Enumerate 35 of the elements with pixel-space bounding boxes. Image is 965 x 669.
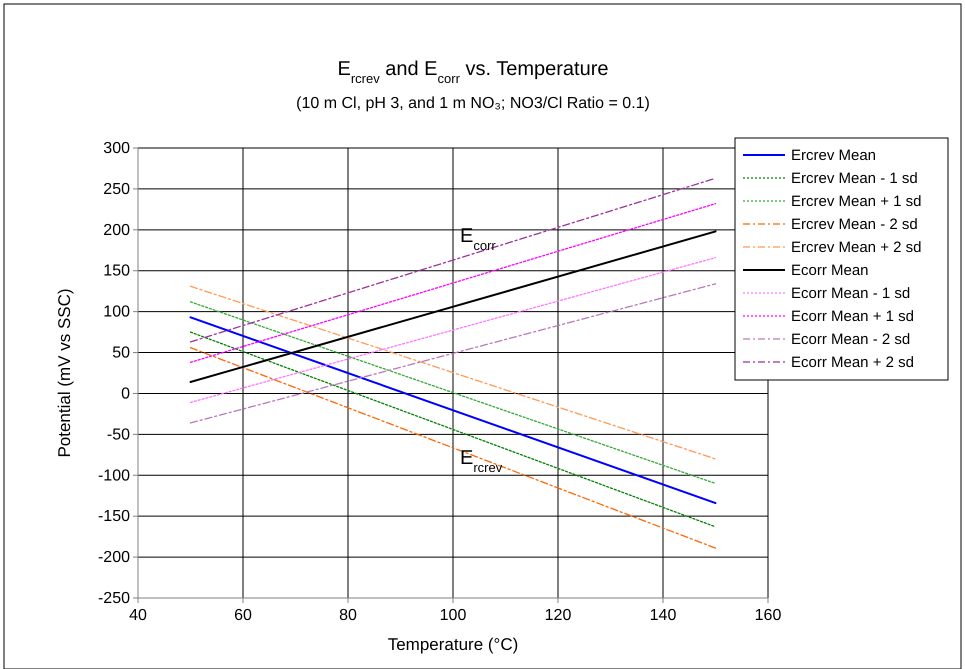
legend-label: Ecorr Mean + 1 sd xyxy=(791,308,914,325)
x-tick-label: 60 xyxy=(234,607,252,624)
x-axis-title: Temperature (°C) xyxy=(388,635,518,654)
legend-label: Ercrev Mean + 1 sd xyxy=(791,193,922,210)
legend-label: Ecorr Mean - 2 sd xyxy=(791,331,910,348)
x-tick-label: 140 xyxy=(650,607,676,624)
y-tick-label: 100 xyxy=(103,304,130,321)
legend-label: Ercrev Mean xyxy=(791,147,876,164)
legend-label: Ercrev Mean - 1 sd xyxy=(791,170,918,187)
legend-label: Ercrev Mean + 2 sd xyxy=(791,239,922,256)
y-tick-label: -50 xyxy=(106,426,130,444)
y-tick-label: 0 xyxy=(121,385,130,402)
chart-subtitle: (10 m Cl, pH 3, and 1 m NO₃; NO3/Cl Ratio = 0.1) xyxy=(296,95,650,112)
annotation: E$_{rcrev}$ xyxy=(460,447,503,474)
y-tick-label: 200 xyxy=(103,222,130,239)
y-tick-label: 50 xyxy=(112,344,130,362)
legend-label: Ecorr Mean + 2 sd xyxy=(791,354,914,371)
legend-label: Ecorr Mean - 1 sd xyxy=(791,285,910,302)
legend-label: Ercrev Mean - 2 sd xyxy=(791,216,918,233)
x-tick-label: 80 xyxy=(339,607,357,624)
y-tick-label: -100 xyxy=(98,467,130,484)
y-tick-label: -250 xyxy=(98,590,130,607)
y-tick-label: 250 xyxy=(103,180,130,198)
x-tick-label: 100 xyxy=(440,607,466,624)
y-tick-label: -150 xyxy=(98,508,130,526)
annotation: E$_{corr}$ xyxy=(460,225,496,252)
x-tick-label: 40 xyxy=(129,607,147,624)
chart-title: E$_{rcrev}$ and E$_{corr}$ vs. Temperature xyxy=(337,58,609,86)
y-tick-label: -200 xyxy=(98,549,130,566)
legend-label: Ecorr Mean xyxy=(791,262,869,279)
x-tick-label: 160 xyxy=(754,607,782,624)
y-tick-label: 150 xyxy=(103,262,130,280)
x-tick-label: 120 xyxy=(544,607,572,624)
y-axis-title: Potential (mV vs SSC) xyxy=(55,288,74,458)
y-tick-label: 300 xyxy=(103,140,130,157)
